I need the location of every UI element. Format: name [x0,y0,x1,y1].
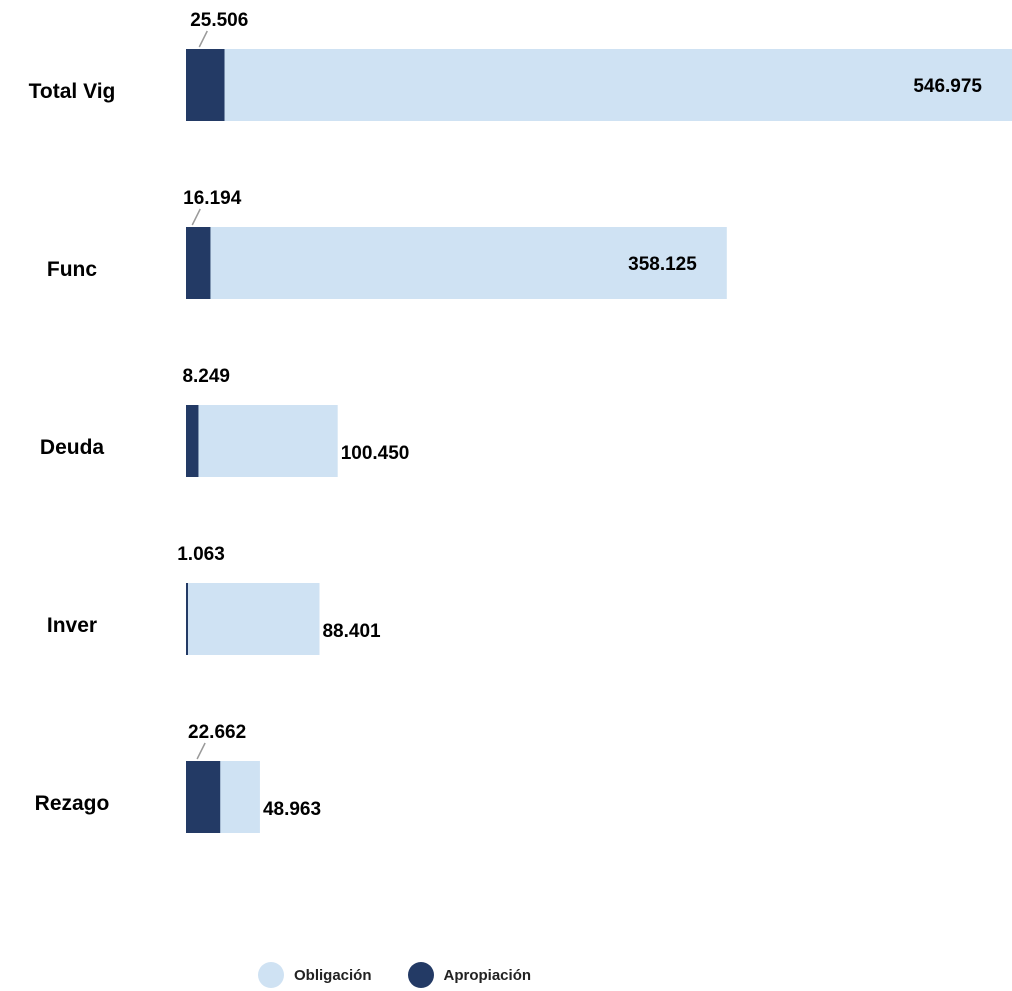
category-label-rezago: Rezago [35,792,110,815]
bar-obligacion-func [186,227,727,299]
bar-apropiacion-deuda [186,405,199,477]
category-label-func: Func [47,258,97,281]
value-label-obligacion-deuda: 100.450 [341,443,410,464]
bar-obligacion-inver [186,583,320,655]
bar-apropiacion-rezago [186,761,221,833]
legend-swatch-obligacion [258,962,284,988]
legend-swatch-apropiacion [407,962,434,988]
leader-line-rezago [196,742,206,760]
legend-item-apropiacion: Apropiación [407,962,532,988]
value-label-apropiacion-inver: 1.063 [177,544,225,565]
leader-line-total-vig [198,30,208,48]
value-label-obligacion-rezago: 48.963 [263,799,321,820]
bar-apropiacion-inver [186,583,188,655]
chart-legend: Obligación Apropiación [258,962,567,988]
value-label-apropiacion-deuda: 8.249 [182,366,230,387]
value-label-apropiacion-rezago: 22.662 [188,722,246,743]
value-label-obligacion-inver: 88.401 [322,621,381,642]
value-label-apropiacion-total-vig: 25.506 [190,10,248,31]
leader-line-func [191,208,201,226]
bar-obligacion-deuda [186,405,338,477]
value-label-apropiacion-func: 16.194 [183,188,242,209]
value-label-obligacion-total-vig: 546.975 [913,76,982,97]
legend-label-apropiacion: Apropiación [443,966,532,984]
legend-item-obligacion: Obligación [258,962,372,988]
value-label-obligacion-func: 358.125 [628,254,697,275]
category-label-total-vig: Total Vig [29,80,116,103]
bar-apropiacion-total-vig [186,49,225,121]
bar-apropiacion-func [186,227,211,299]
bar-obligacion-total-vig [186,49,1012,121]
legend-label-obligacion: Obligación [294,966,372,984]
category-label-deuda: Deuda [40,436,105,459]
category-label-inver: Inver [47,614,97,637]
